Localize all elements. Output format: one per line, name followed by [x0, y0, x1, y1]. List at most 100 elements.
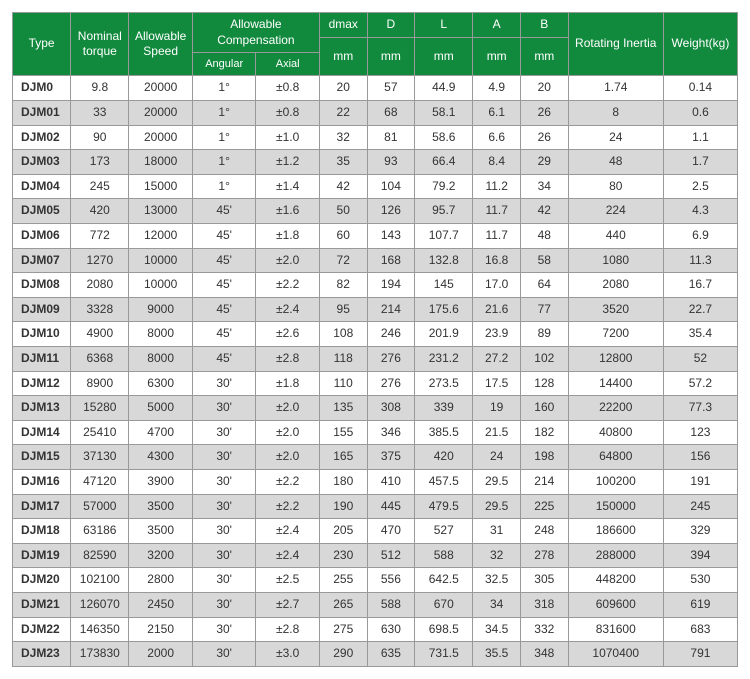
cell-dmax: 20 [319, 76, 367, 101]
cell-inertia: 80 [568, 174, 663, 199]
cell-inertia: 448200 [568, 568, 663, 593]
cell-dmax: 95 [319, 297, 367, 322]
cell-speed: 8000 [129, 322, 193, 347]
cell-torque: 173830 [71, 642, 129, 667]
cell-weight: 683 [663, 617, 737, 642]
cell-dmax: 265 [319, 592, 367, 617]
cell-dmax: 108 [319, 322, 367, 347]
cell-torque: 772 [71, 224, 129, 249]
table-row: DJM09.8200001°±0.8205744.94.9201.740.14 [13, 76, 738, 101]
cell-type: DJM21 [13, 592, 71, 617]
table-row: DJM1757000350030'±2.2190445479.529.52251… [13, 494, 738, 519]
cell-A: 11.2 [473, 174, 521, 199]
table-row: DJM054201300045'±1.65012695.711.7422244.… [13, 199, 738, 224]
cell-B: 160 [521, 396, 569, 421]
cell-inertia: 3520 [568, 297, 663, 322]
cell-inertia: 48 [568, 150, 663, 175]
cell-L: 44.9 [415, 76, 473, 101]
cell-speed: 3200 [129, 543, 193, 568]
cell-type: DJM06 [13, 224, 71, 249]
cell-D: 635 [367, 642, 415, 667]
table-row: DJM0133200001°±0.8226858.16.12680.6 [13, 101, 738, 126]
cell-torque: 173 [71, 150, 129, 175]
cell-L: 145 [415, 273, 473, 298]
cell-D: 410 [367, 469, 415, 494]
cell-L: 79.2 [415, 174, 473, 199]
cell-L: 420 [415, 445, 473, 470]
cell-weight: 22.7 [663, 297, 737, 322]
cell-B: 225 [521, 494, 569, 519]
cell-dmax: 180 [319, 469, 367, 494]
cell-L: 527 [415, 519, 473, 544]
cell-L: 58.1 [415, 101, 473, 126]
cell-A: 21.5 [473, 420, 521, 445]
cell-speed: 10000 [129, 273, 193, 298]
cell-A: 6.6 [473, 125, 521, 150]
cell-D: 588 [367, 592, 415, 617]
cell-type: DJM14 [13, 420, 71, 445]
cell-weight: 394 [663, 543, 737, 568]
cell-inertia: 1080 [568, 248, 663, 273]
col-allowable-comp: Allowable Compensation [192, 13, 319, 53]
cell-A: 17.5 [473, 371, 521, 396]
cell-B: 182 [521, 420, 569, 445]
cell-D: 470 [367, 519, 415, 544]
cell-ang: 30' [192, 445, 256, 470]
table-row: DJM067721200045'±1.860143107.711.7484406… [13, 224, 738, 249]
cell-A: 32.5 [473, 568, 521, 593]
cell-inertia: 64800 [568, 445, 663, 470]
col-D: D [367, 13, 415, 38]
cell-B: 214 [521, 469, 569, 494]
cell-speed: 3500 [129, 519, 193, 544]
table-row: DJM21126070245030'±2.7265588670343186096… [13, 592, 738, 617]
cell-B: 332 [521, 617, 569, 642]
col-B: B [521, 13, 569, 38]
col-allowable-speed: Allowable Speed [129, 13, 193, 76]
col-A: A [473, 13, 521, 38]
cell-torque: 9.8 [71, 76, 129, 101]
cell-speed: 4300 [129, 445, 193, 470]
cell-A: 4.9 [473, 76, 521, 101]
coupling-spec-table: Type Nominal torque Allowable Speed Allo… [12, 12, 738, 667]
cell-ax: ±2.2 [256, 469, 320, 494]
cell-ang: 45' [192, 297, 256, 322]
cell-ax: ±2.7 [256, 592, 320, 617]
cell-A: 34 [473, 592, 521, 617]
cell-inertia: 8 [568, 101, 663, 126]
cell-torque: 102100 [71, 568, 129, 593]
cell-B: 58 [521, 248, 569, 273]
data-table: Type Nominal torque Allowable Speed Allo… [12, 12, 738, 667]
cell-ang: 45' [192, 224, 256, 249]
cell-ax: ±3.0 [256, 642, 320, 667]
cell-torque: 90 [71, 125, 129, 150]
cell-ang: 30' [192, 617, 256, 642]
cell-B: 42 [521, 199, 569, 224]
table-row: DJM23173830200030'±3.0290635731.535.5348… [13, 642, 738, 667]
cell-weight: 6.9 [663, 224, 737, 249]
cell-torque: 37130 [71, 445, 129, 470]
cell-A: 27.2 [473, 347, 521, 372]
cell-L: 231.2 [415, 347, 473, 372]
cell-ax: ±2.8 [256, 347, 320, 372]
cell-D: 276 [367, 347, 415, 372]
cell-type: DJM08 [13, 273, 71, 298]
cell-torque: 4900 [71, 322, 129, 347]
cell-inertia: 100200 [568, 469, 663, 494]
cell-speed: 3500 [129, 494, 193, 519]
cell-D: 126 [367, 199, 415, 224]
cell-type: DJM07 [13, 248, 71, 273]
cell-B: 278 [521, 543, 569, 568]
cell-ax: ±2.5 [256, 568, 320, 593]
cell-torque: 25410 [71, 420, 129, 445]
cell-torque: 8900 [71, 371, 129, 396]
cell-inertia: 186600 [568, 519, 663, 544]
cell-A: 11.7 [473, 224, 521, 249]
cell-dmax: 275 [319, 617, 367, 642]
cell-ax: ±2.0 [256, 445, 320, 470]
cell-B: 318 [521, 592, 569, 617]
cell-inertia: 22200 [568, 396, 663, 421]
cell-type: DJM05 [13, 199, 71, 224]
cell-D: 143 [367, 224, 415, 249]
cell-B: 34 [521, 174, 569, 199]
cell-L: 731.5 [415, 642, 473, 667]
